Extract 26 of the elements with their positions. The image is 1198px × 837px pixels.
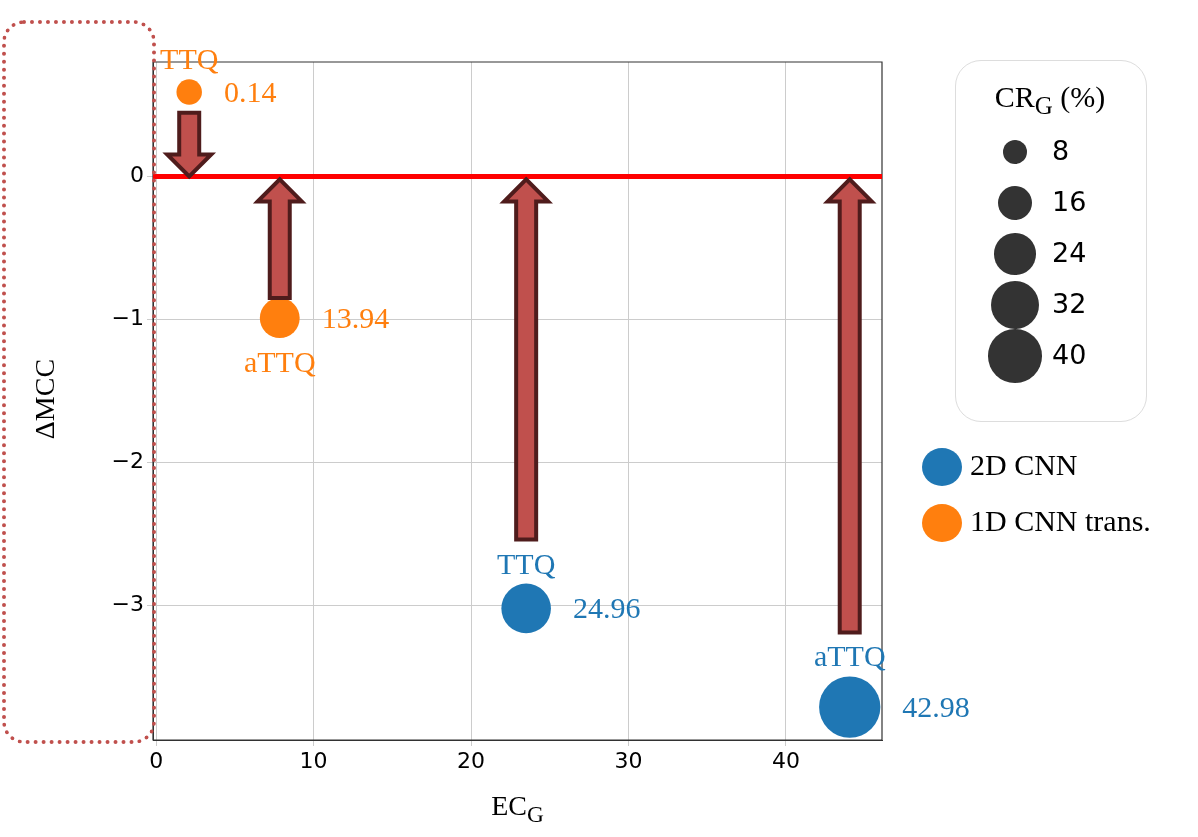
legend-label: 8 [1052, 135, 1070, 166]
y-tick-label: −2 [111, 448, 144, 474]
legend-label: 1D CNN trans. [970, 504, 1151, 538]
annotation: 0.14 [223, 74, 277, 108]
annotation: 42.98 [902, 689, 970, 723]
legend-label: 24 [1052, 237, 1087, 268]
x-tick-label: 20 [457, 747, 486, 773]
annotation: TTQ [497, 546, 556, 580]
x-axis-title: EC$_{G}$ [490, 790, 545, 828]
legend-label: 16 [1052, 186, 1087, 217]
legend-label: 40 [1052, 339, 1087, 370]
x-tick-label: 0 [149, 747, 164, 773]
legend-label: 2D CNN [970, 448, 1078, 482]
y-tick-label: −1 [111, 305, 144, 331]
y-axis-title: ΔMCC [29, 357, 61, 442]
legend-title: CR$_{G}$ (%) [993, 80, 1107, 120]
y-tick-label: −3 [111, 591, 144, 617]
annotation: 24.96 [572, 591, 641, 625]
y-tick-label: 0 [130, 162, 144, 188]
annotation: TTQ [160, 42, 219, 76]
annotation: aTTQ [243, 344, 316, 378]
x-tick-label: 30 [614, 747, 643, 773]
legend-label: 32 [1052, 288, 1087, 319]
x-tick-label: 10 [299, 747, 328, 773]
annotation: 13.94 [321, 300, 390, 334]
x-tick-label: 40 [771, 747, 800, 773]
